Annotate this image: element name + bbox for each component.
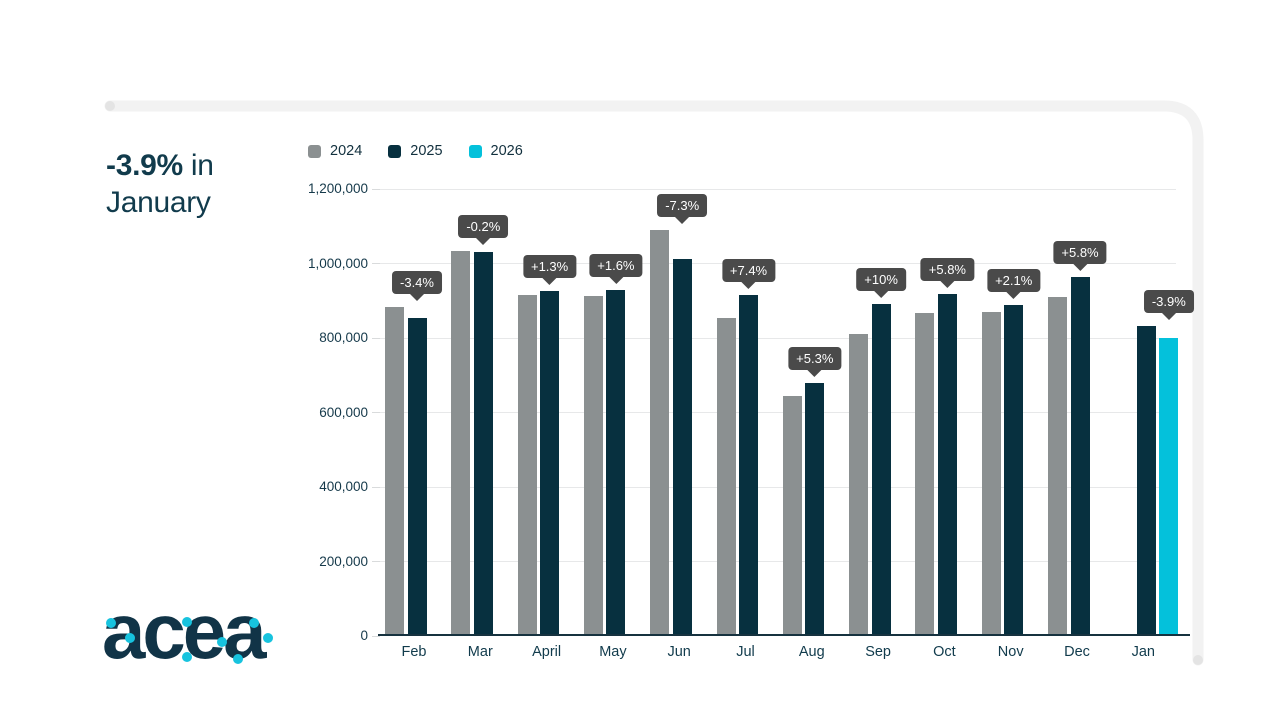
bar-2024-Mar[interactable] — [451, 251, 471, 636]
x-axis-label-Oct: Oct — [933, 644, 956, 660]
logo-accent-dot — [217, 637, 227, 647]
bar-2024-May[interactable] — [583, 295, 603, 636]
y-axis-tick — [372, 561, 380, 562]
bar-2024-Feb[interactable] — [385, 306, 404, 636]
y-axis-label: 800,000 — [319, 330, 368, 345]
bar-2024-Sep[interactable] — [849, 334, 869, 636]
change-label-May: +1.6% — [589, 254, 643, 278]
bar-2025-Nov[interactable] — [1004, 304, 1024, 636]
logo-accent-dot — [263, 633, 273, 643]
legend-item-2026[interactable]: 2026 — [468, 143, 523, 159]
x-axis-label-Dec: Dec — [1064, 644, 1090, 660]
gridline — [380, 188, 1176, 190]
bar-2025-Mar[interactable] — [473, 251, 493, 636]
change-label-Sep: +10% — [856, 268, 906, 292]
y-axis-label: 1,200,000 — [307, 181, 368, 196]
y-axis-tick — [372, 412, 380, 413]
y-axis-label: 200,000 — [319, 553, 368, 569]
x-axis-label-April: April — [532, 644, 562, 660]
change-label-Mar: -0.2% — [458, 215, 509, 239]
change-label-Jun: -7.3% — [657, 193, 708, 217]
legend-item-2024[interactable]: 2024 — [308, 143, 362, 159]
y-axis-label: 0 — [360, 628, 368, 643]
chart-legend: 2024 2025 2026 — [308, 143, 523, 159]
change-label-Oct: +5.8% — [920, 258, 975, 282]
x-axis-label-Sep: Sep — [865, 644, 891, 660]
title-line1: -3.9% in — [106, 147, 214, 184]
plot-area: 0 200,000 400,000 600,000 800,000 1,000,000 1,… — [308, 181, 1194, 660]
bar-2024-Jul[interactable] — [716, 318, 736, 636]
x-axis-label-Mar: Mar — [467, 644, 493, 660]
bar-2024-Aug[interactable] — [782, 396, 802, 636]
x-axis-label-May: May — [599, 644, 627, 660]
x-axis-label-Feb: Feb — [401, 644, 427, 660]
bar-2024-Oct[interactable] — [915, 312, 935, 636]
x-axis-label-Aug: Aug — [798, 644, 825, 660]
y-axis-tick — [372, 486, 380, 488]
gridline — [380, 561, 1176, 562]
change-label-Dec: +5.8% — [1053, 240, 1107, 264]
change-label-Jul: +7.4% — [721, 258, 776, 282]
logo-accent-dot — [233, 654, 243, 664]
change-label-Jan: -3.9% — [1143, 290, 1194, 314]
legend-item-2025[interactable]: 2025 — [388, 143, 443, 159]
bar-2024-Dec[interactable] — [1048, 296, 1067, 636]
change-label-Nov: +2.1% — [987, 268, 1041, 292]
bar-2026-Jan[interactable] — [1159, 338, 1179, 636]
bar-2024-April[interactable] — [517, 295, 537, 636]
acea-logo: acea — [102, 590, 302, 676]
x-axis-line — [378, 634, 1190, 636]
x-axis-label-Jul: Jul — [736, 644, 755, 660]
logo-accent-dot — [125, 633, 135, 643]
gridline — [380, 486, 1176, 488]
bar-2025-Sep[interactable] — [871, 304, 891, 636]
bar-2025-Jul[interactable] — [739, 294, 758, 636]
bar-2024-Jun[interactable] — [650, 229, 670, 636]
title-suffix: in — [182, 149, 214, 182]
title-highlight: -3.9% — [106, 149, 183, 182]
x-axis-label-Jun: Jun — [667, 644, 691, 660]
bar-2025-Jun[interactable] — [672, 259, 692, 636]
logo-accent-dot — [182, 652, 192, 662]
legend-label: 2025 — [410, 143, 443, 159]
bar-2025-Aug[interactable] — [805, 383, 825, 636]
gridline — [380, 263, 1176, 264]
gridline — [380, 337, 1176, 339]
legend-swatch-icon — [468, 144, 482, 158]
y-axis-tick — [372, 635, 380, 637]
x-axis-label-Jan: Jan — [1131, 644, 1155, 660]
y-axis-tick — [372, 337, 380, 339]
legend-swatch-icon — [388, 144, 402, 158]
bar-2025-April[interactable] — [540, 290, 560, 636]
legend-label: 2026 — [490, 143, 523, 159]
bar-2025-Dec[interactable] — [1070, 276, 1090, 636]
x-axis-label-Nov: Nov — [997, 644, 1024, 660]
title-line2: January — [106, 186, 211, 219]
change-label-Aug: +5.3% — [788, 347, 842, 371]
y-axis-tick — [372, 263, 380, 264]
logo-accent-dot — [182, 617, 192, 627]
legend-swatch-icon — [308, 144, 321, 158]
chart-title: -3.9% in January — [106, 147, 214, 221]
change-label-Feb: -3.4% — [392, 270, 442, 294]
bar-2025-Jan[interactable] — [1136, 326, 1156, 636]
bar-2024-Nov[interactable] — [981, 311, 1001, 636]
acea-logo-text: acea — [102, 587, 267, 675]
bar-2025-Feb[interactable] — [407, 317, 427, 636]
logo-accent-dot — [106, 618, 116, 628]
bar-2025-Oct[interactable] — [937, 294, 957, 636]
y-axis-label: 400,000 — [319, 479, 368, 494]
y-axis-label: 1,000,000 — [307, 255, 368, 271]
legend-label: 2024 — [330, 143, 363, 159]
bar-2025-May[interactable] — [606, 290, 626, 636]
y-axis-tick — [372, 188, 380, 190]
y-axis-label: 600,000 — [319, 404, 368, 420]
gridline — [380, 412, 1176, 413]
logo-accent-dot — [249, 618, 259, 628]
change-label-April: +1.3% — [522, 254, 577, 278]
